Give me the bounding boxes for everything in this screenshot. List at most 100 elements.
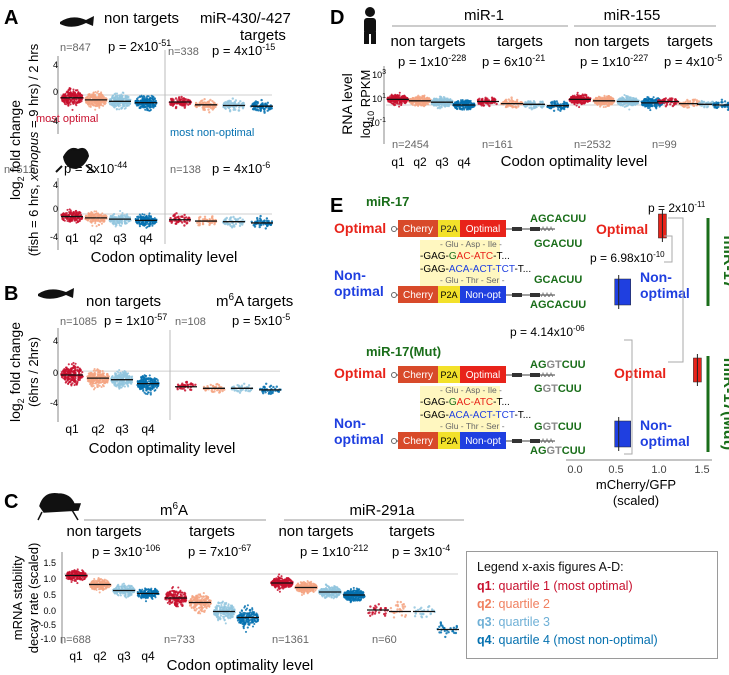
point [153,389,156,392]
point [234,108,237,111]
point [240,609,244,613]
point [230,102,233,106]
point [152,386,155,389]
point [67,363,70,366]
point [66,208,69,211]
point [233,100,236,104]
point [233,608,236,611]
point [239,611,242,614]
point [145,214,148,217]
point [215,383,218,386]
point [263,111,266,114]
point [85,214,88,217]
violin-c-s0-q1 [65,568,88,585]
point [68,570,71,573]
point [227,604,230,607]
point [251,608,254,611]
point [220,612,223,615]
point [122,585,126,588]
point [183,106,186,109]
point [229,612,233,615]
point [252,618,255,621]
violin-c-s2-q1 [270,573,294,593]
point [203,604,206,607]
violin-a-fish-s1-q1 [168,95,193,110]
point [206,597,209,600]
point [96,91,99,95]
point [62,370,65,373]
point [144,99,147,102]
point [99,96,102,99]
point [179,589,182,592]
point [66,376,69,379]
point [83,577,86,580]
point [143,97,146,100]
point [194,609,197,612]
point [64,378,67,381]
point [198,101,201,104]
point [138,95,141,98]
point [209,383,212,387]
point [180,387,184,390]
point [89,585,92,589]
point [142,590,145,593]
point [113,212,116,215]
point [143,106,146,109]
point [76,573,79,576]
point [246,612,249,615]
point [263,219,266,222]
point [258,225,261,229]
point [114,591,117,594]
point [236,614,239,618]
point [86,219,90,222]
point [137,215,140,218]
point [252,108,255,111]
point [79,218,82,221]
point [73,384,76,387]
point [238,621,241,624]
point [64,92,67,95]
point [146,385,149,388]
point [223,605,226,608]
point [237,109,241,112]
point [207,604,210,607]
point [138,107,141,110]
point [203,215,207,218]
point [182,383,186,387]
point [220,604,223,607]
point [259,109,262,113]
point [93,372,96,376]
point [149,589,152,592]
point [122,91,125,95]
point [148,99,151,102]
point [183,224,186,227]
point [141,105,144,108]
point [183,213,186,217]
point [252,224,255,227]
point [252,620,255,623]
point [153,590,156,593]
point [144,587,147,590]
point [141,213,144,216]
point [106,373,109,376]
violin-b-s0-q3 [110,368,134,390]
point [259,214,262,218]
point [70,384,73,387]
point [61,217,64,220]
violin-c-s2-q2 [294,580,318,597]
point [69,93,72,96]
point [203,101,206,104]
point [189,388,192,391]
point [129,102,132,105]
point [199,594,202,597]
point [217,601,220,604]
point [142,388,145,392]
point [265,217,269,220]
point [120,386,123,389]
point [118,103,121,106]
violin-a-fish-s1-q2 [194,98,219,114]
point [146,97,149,100]
point [233,389,236,392]
point [231,607,234,610]
